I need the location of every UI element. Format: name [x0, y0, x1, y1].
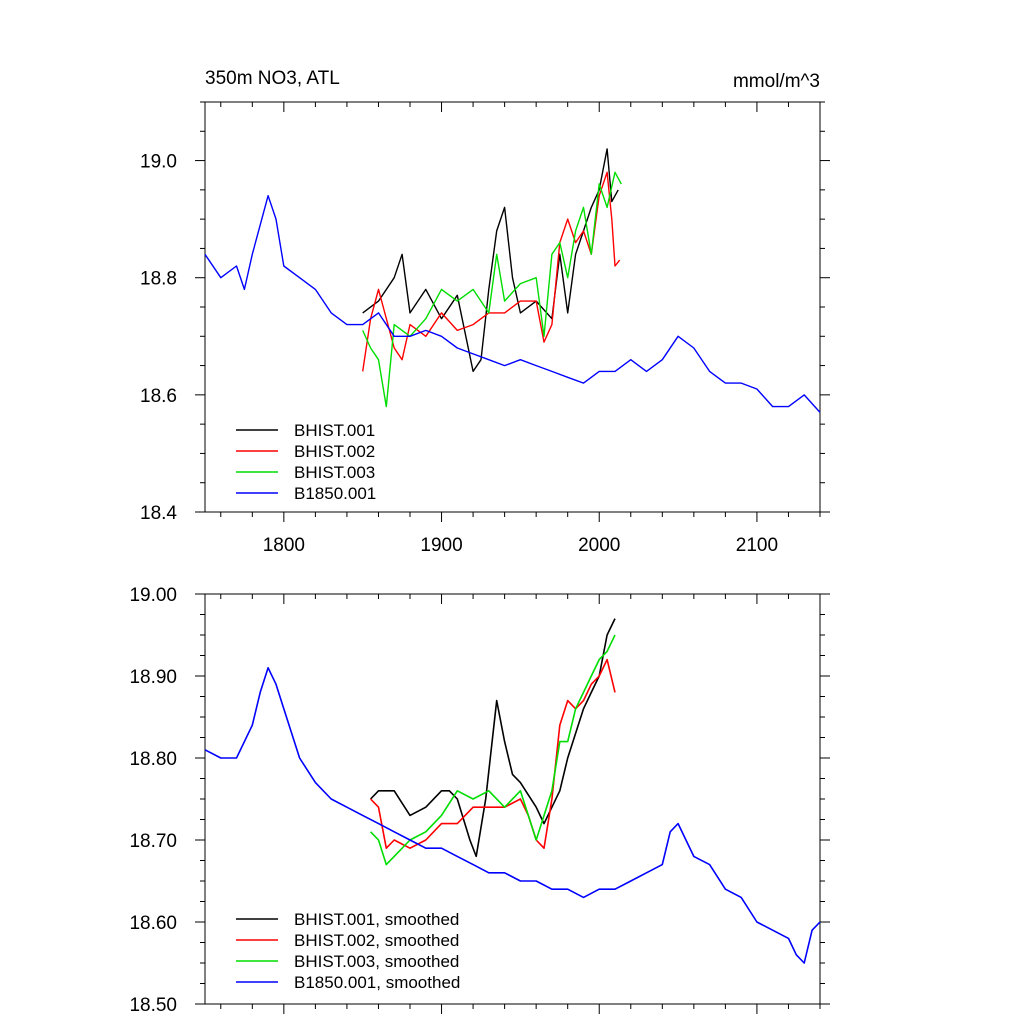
- units-label: mmol/m^3: [733, 71, 820, 92]
- series-line-b1850-001-smoothed: [204, 666, 821, 964]
- x-tick-label: 1900: [420, 535, 462, 556]
- bottom-panel: 18.50 18.60 18.70 18.80 18.90 19.00 BHIST.001…: [129, 585, 830, 1016]
- x-axis-labels-top: 1800 1900 2000 2100: [263, 535, 778, 556]
- y-tick-label: 18.6: [140, 386, 177, 407]
- legend-label: BHIST.001, smoothed: [294, 910, 459, 929]
- legend-label: BHIST.003: [294, 463, 375, 482]
- legend-label: BHIST.002, smoothed: [294, 931, 459, 950]
- y-tick-label: 18.4: [140, 503, 177, 524]
- legend-label: BHIST.003, smoothed: [294, 952, 459, 971]
- y-tick-label: 19.00: [129, 585, 177, 606]
- series-line-bhist-002-smoothed: [370, 658, 616, 850]
- series-lines-bottom: [204, 618, 821, 964]
- legend-label: BHIST.001: [294, 421, 375, 440]
- legend-label: B1850.001, smoothed: [294, 973, 460, 992]
- y-tick-label: 18.80: [129, 749, 177, 770]
- axis-ticks-bottom: [195, 593, 830, 1014]
- y-tick-label: 18.8: [140, 269, 177, 290]
- y-tick-label: 19.0: [140, 152, 177, 173]
- y-tick-label: 18.70: [129, 831, 177, 852]
- series-line-bhist-003: [362, 171, 622, 408]
- y-tick-label: 18.50: [129, 995, 177, 1016]
- series-lines-top: [204, 148, 821, 413]
- series-line-bhist-003-smoothed: [370, 634, 616, 866]
- legend-bottom: BHIST.001, smoothed BHIST.002, smoothed BH…: [236, 910, 460, 992]
- series-line-bhist-001-smoothed: [370, 618, 616, 858]
- legend-label: BHIST.002: [294, 442, 375, 461]
- top-panel: 350m NO3, ATL mmol/m^3 1800 1900 2000 2100 …: [140, 68, 830, 556]
- axis-ticks-top: [195, 101, 830, 522]
- series-line-b1850-001: [204, 194, 821, 413]
- x-tick-label: 2100: [736, 535, 778, 556]
- y-axis-labels-top: 18.4 18.6 18.8 19.0: [140, 152, 177, 524]
- x-tick-label: 2000: [578, 535, 620, 556]
- y-axis-labels-bottom: 18.50 18.60 18.70 18.80 18.90 19.00: [129, 585, 177, 1016]
- y-tick-label: 18.90: [129, 667, 177, 688]
- legend-label: B1850.001: [294, 484, 376, 503]
- series-line-bhist-002: [362, 171, 621, 372]
- y-tick-label: 18.60: [129, 913, 177, 934]
- chart-title: 350m NO3, ATL: [205, 68, 340, 89]
- series-line-bhist-001: [362, 148, 619, 373]
- legend-top: BHIST.001 BHIST.002 BHIST.003 B1850.001: [236, 421, 376, 503]
- x-tick-label: 1800: [263, 535, 305, 556]
